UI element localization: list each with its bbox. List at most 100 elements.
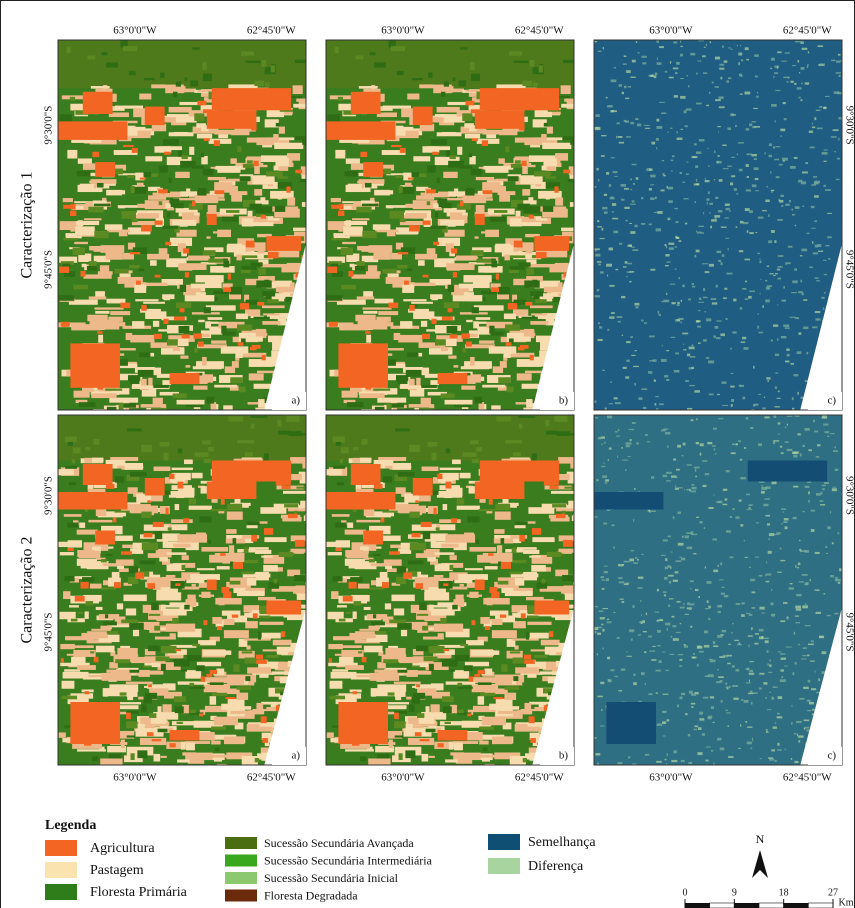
pasture-patch: [233, 587, 246, 594]
difference-speck: [780, 657, 787, 660]
difference-speck: [745, 721, 748, 723]
agriculture-patch: [60, 658, 64, 663]
forest-patch: [70, 618, 78, 622]
difference-speck: [663, 591, 667, 593]
forest-patch: [68, 482, 77, 486]
difference-speck: [768, 154, 773, 158]
difference-speck: [745, 280, 747, 283]
forest-patch: [394, 474, 408, 481]
difference-speck: [686, 353, 691, 357]
difference-speck: [837, 532, 840, 535]
row-label: Caracterização 2: [19, 536, 36, 643]
pasture-patch: [464, 568, 483, 571]
pasture-patch: [211, 754, 241, 758]
pasture-patch: [393, 332, 401, 341]
pasture-patch: [350, 385, 362, 393]
difference-speck: [738, 642, 741, 645]
forest-patch: [244, 657, 261, 664]
pasture-patch: [525, 632, 549, 639]
pasture-patch: [457, 146, 463, 155]
difference-speck: [630, 121, 635, 125]
pasture-patch: [246, 156, 261, 162]
agriculture-patch: [148, 684, 152, 688]
difference-speck: [641, 319, 644, 322]
agriculture-patch: [474, 213, 485, 225]
pasture-patch: [100, 138, 110, 144]
difference-speck: [671, 302, 676, 305]
agriculture-patch: [153, 333, 162, 340]
pasture-patch: [432, 691, 450, 699]
agriculture-patch: [421, 333, 430, 340]
pasture-patch: [517, 242, 534, 252]
pasture-patch: [485, 169, 509, 173]
pasture-patch: [234, 496, 241, 506]
difference-speck: [802, 605, 809, 609]
pasture-patch: [326, 469, 342, 476]
agriculture-patch: [489, 586, 498, 594]
pasture-patch: [86, 561, 109, 570]
difference-speck: [821, 671, 826, 674]
pasture-patch: [131, 656, 152, 664]
pasture-patch: [426, 329, 437, 332]
difference-speck: [811, 184, 816, 186]
pasture-patch: [149, 688, 169, 696]
difference-speck: [776, 532, 781, 535]
pasture-patch: [360, 200, 375, 205]
pasture-patch: [220, 346, 249, 354]
longitude-label: 63°0'0"W: [381, 25, 425, 37]
difference-speck: [685, 173, 689, 175]
difference-speck: [698, 225, 704, 228]
pasture-patch: [114, 616, 126, 624]
pasture-patch: [196, 361, 224, 369]
forest-patch: [458, 712, 472, 715]
difference-speck: [666, 628, 669, 631]
agriculture-patch: [494, 122, 505, 128]
pasture-patch: [514, 137, 532, 143]
difference-speck: [665, 245, 668, 249]
forest-patch: [374, 62, 386, 68]
difference-speck: [691, 366, 695, 370]
difference-speck: [789, 582, 793, 585]
pasture-patch: [434, 114, 445, 120]
difference-speck: [713, 448, 716, 451]
pasture-patch: [455, 594, 464, 602]
forest-patch: [129, 622, 144, 630]
forest-patch: [93, 203, 111, 207]
difference-speck: [650, 174, 656, 178]
pasture-patch: [226, 529, 237, 534]
difference-speck: [739, 220, 744, 224]
pasture-patch: [464, 661, 490, 667]
difference-speck: [804, 379, 810, 383]
forest-patch: [547, 109, 561, 112]
pasture-patch: [328, 662, 358, 667]
forest-patch: [470, 440, 479, 445]
difference-speck: [786, 353, 790, 357]
difference-speck: [808, 699, 811, 702]
pasture-patch: [522, 189, 531, 196]
difference-speck: [720, 262, 723, 266]
pasture-patch: [415, 253, 438, 260]
pasture-patch: [558, 535, 574, 542]
forest-patch: [504, 686, 520, 690]
difference-speck: [816, 127, 823, 130]
difference-speck: [656, 125, 663, 129]
pasture-patch: [205, 321, 212, 329]
pasture-patch: [132, 215, 146, 219]
difference-speck: [708, 263, 714, 267]
difference-speck: [837, 581, 841, 584]
forest-patch: [264, 279, 270, 287]
difference-speck: [798, 96, 801, 99]
agriculture-patch: [412, 106, 433, 126]
difference-speck: [807, 51, 810, 54]
difference-speck: [595, 253, 601, 257]
difference-speck: [794, 615, 799, 617]
pasture-patch: [264, 537, 287, 543]
difference-speck: [717, 610, 721, 614]
difference-speck: [698, 40, 704, 42]
pasture-patch: [170, 338, 189, 347]
pasture-patch: [126, 689, 138, 697]
difference-speck: [748, 295, 752, 299]
pasture-patch: [491, 405, 501, 410]
difference-speck: [641, 614, 643, 616]
longitude-label: 62°45'0"W: [783, 25, 832, 37]
